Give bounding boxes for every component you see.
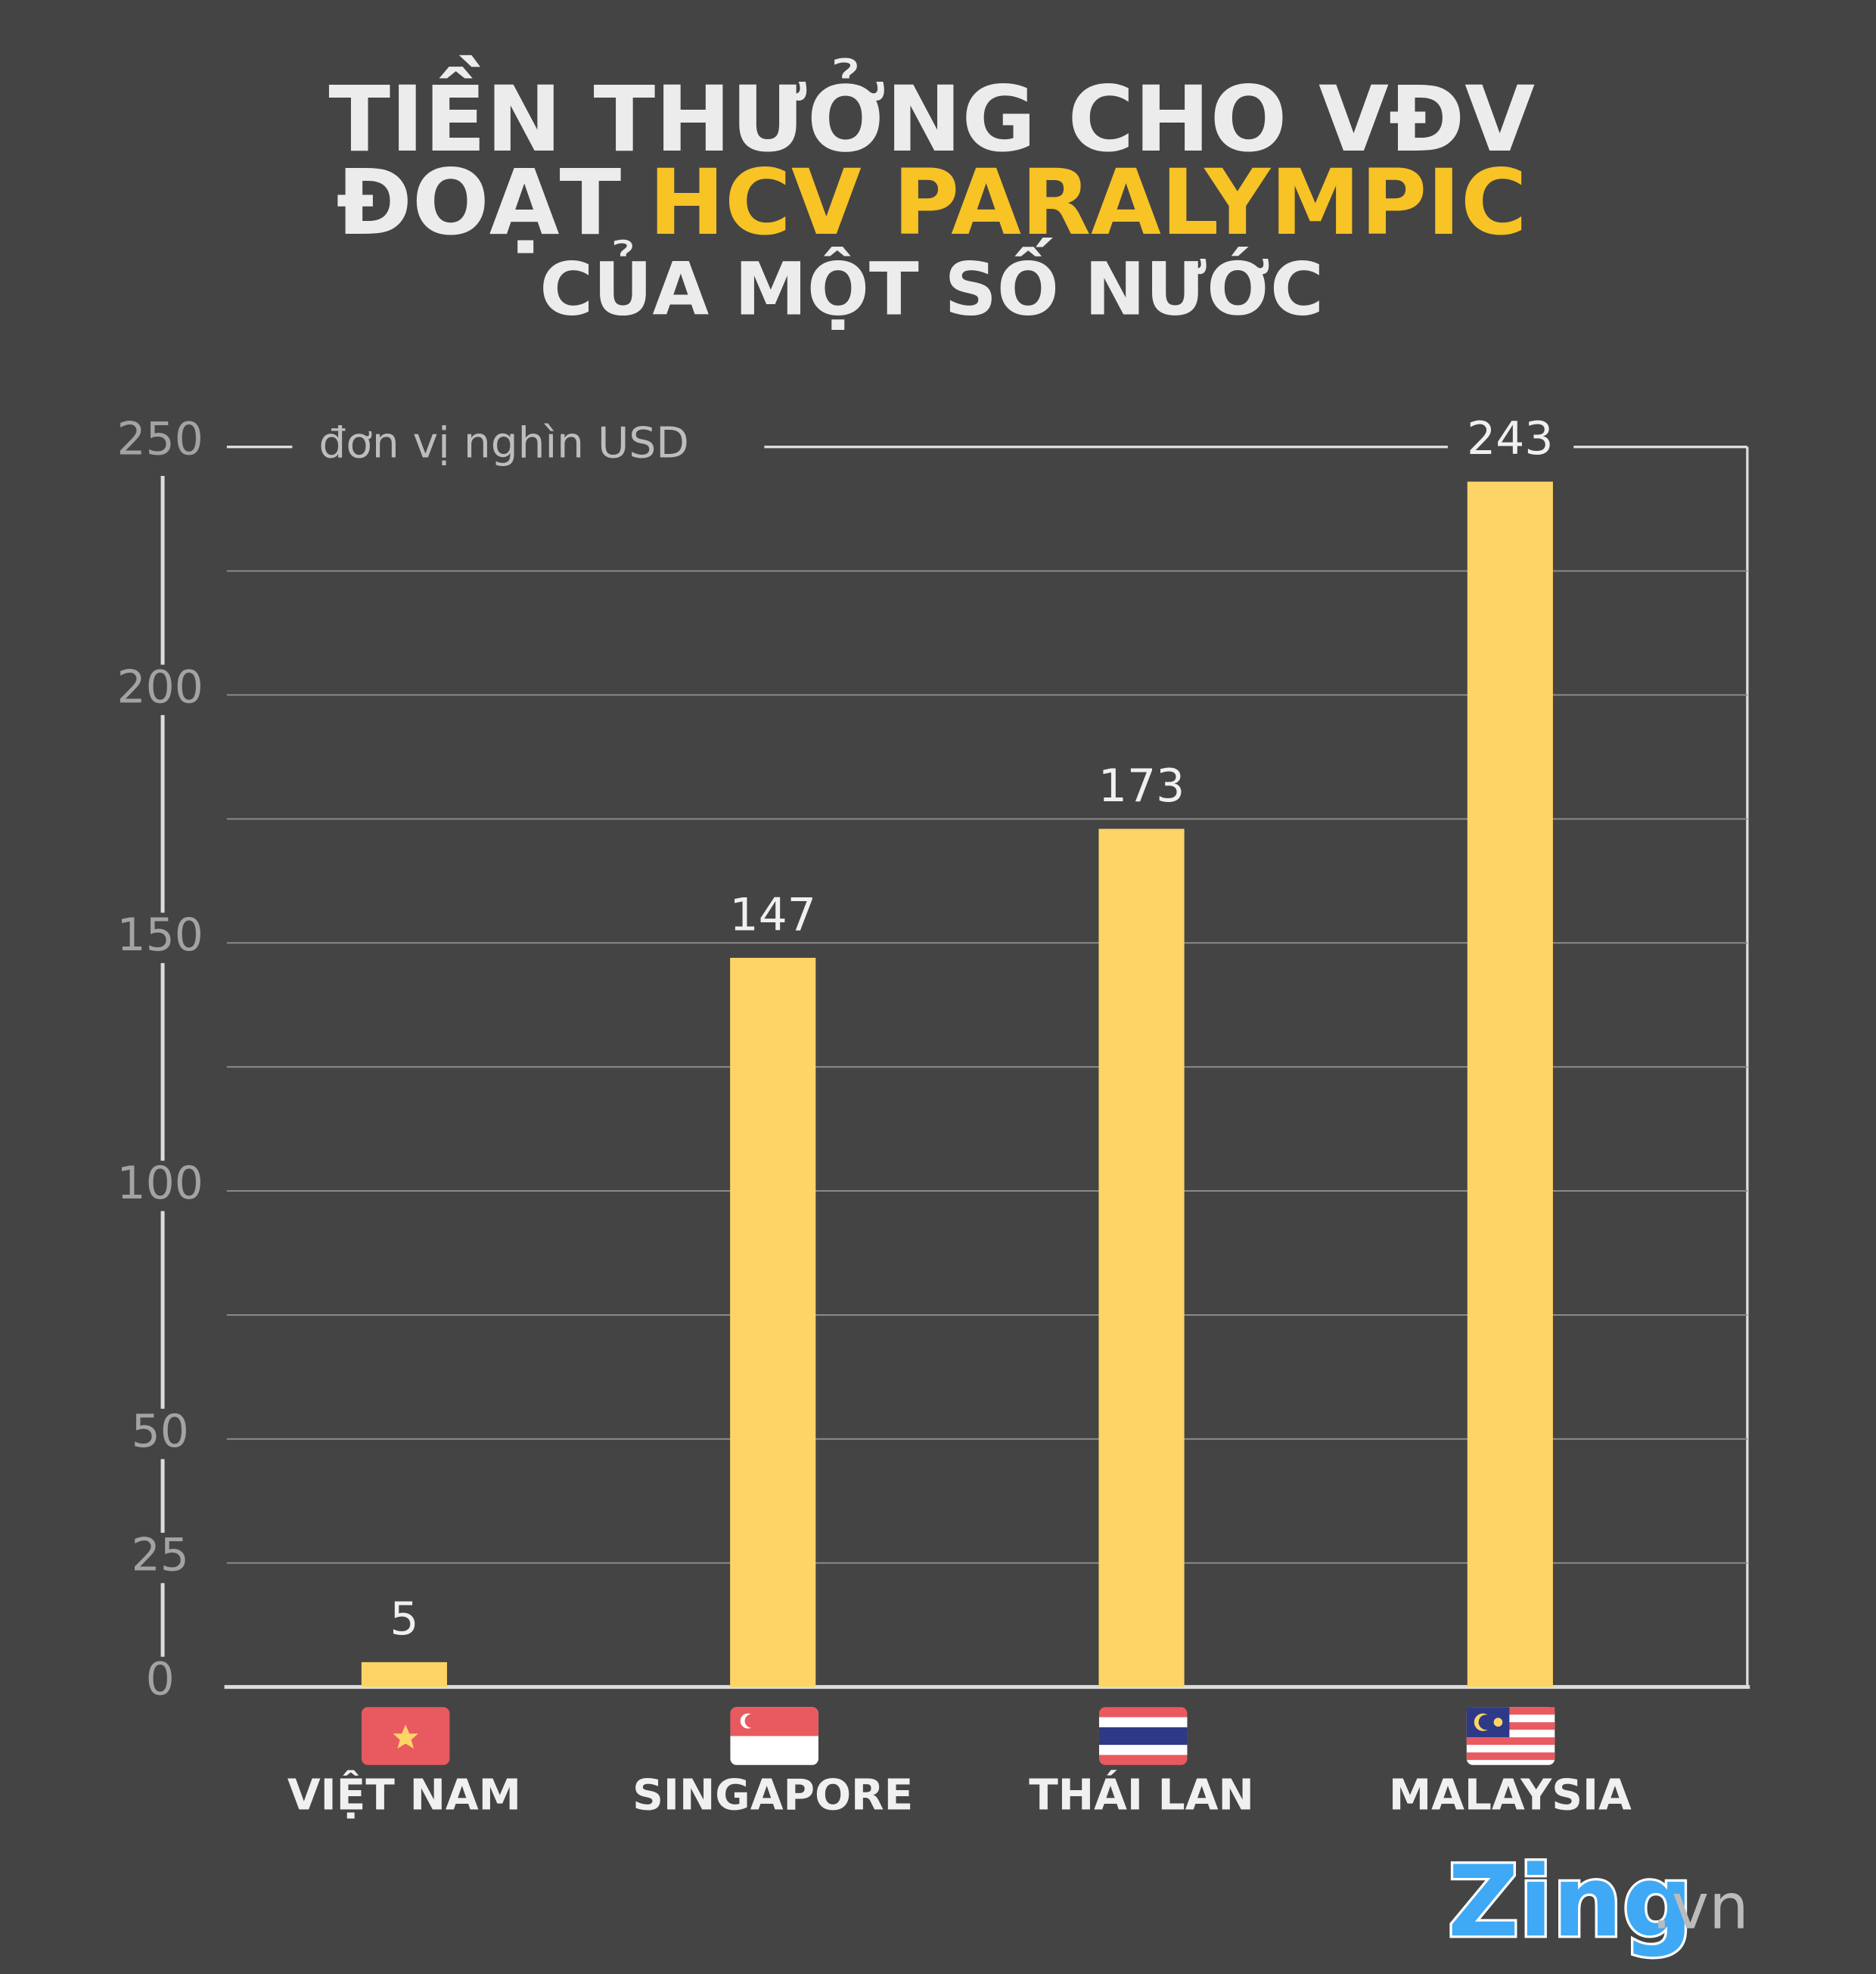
x-tick-label: VIỆT NAM: [287, 1770, 521, 1820]
flag-stripe: [1466, 1707, 1555, 1715]
flag-singapore: [730, 1707, 818, 1765]
value-label: 147: [730, 888, 816, 941]
flag-malaysia: [1466, 1707, 1555, 1765]
tick-label-bg: [106, 1161, 219, 1211]
tick-label-bg: [106, 912, 219, 963]
flag-star: [1493, 1718, 1503, 1727]
title-highlight: HCV PARALYMPIC: [649, 151, 1527, 256]
flag-thailand: [1098, 1707, 1188, 1765]
bar: [361, 1662, 447, 1687]
x-tick-label: SINGAPORE: [632, 1770, 913, 1820]
value-label: 243: [1467, 412, 1553, 465]
y-tick-label: 200: [117, 661, 203, 713]
bar: [730, 957, 816, 1687]
bar: [1098, 828, 1185, 1687]
value-label: 5: [390, 1593, 418, 1646]
chart-title: ĐOẠT HCV PARALYMPIC: [337, 151, 1527, 256]
flag-star: [393, 1724, 418, 1749]
tick-label-bg: [106, 1656, 219, 1708]
y-tick-label: 100: [117, 1157, 203, 1210]
x-tick-label: MALAYSIA: [1389, 1770, 1632, 1820]
bar: [1467, 481, 1553, 1687]
y-tick-label: 25: [132, 1529, 189, 1582]
flag-stripe: [1466, 1752, 1555, 1761]
logo-suffix: .vn: [1651, 1870, 1748, 1944]
title-part: ĐOẠT: [337, 151, 622, 256]
x-tick-label: THÁI LAN: [1029, 1769, 1254, 1820]
tick-label-bg: [106, 416, 219, 468]
chart-subtitle: CỦA MỘT SỐ NƯỚC: [539, 238, 1324, 332]
flag-moon: [1478, 1714, 1494, 1730]
flag-stripe: [1466, 1722, 1555, 1730]
tick-label-bg: [106, 664, 219, 716]
flags: [361, 1707, 1555, 1765]
chart-title: TIỀN THƯỞNG CHO VĐV: [328, 55, 1535, 173]
tick-label-bg: [106, 1408, 219, 1460]
y-tick-label: 250: [117, 413, 203, 466]
flag-stripe: [1466, 1737, 1555, 1746]
flag-band: [1098, 1727, 1188, 1746]
tick-label-bg: [106, 1532, 219, 1584]
y-tick-label: 0: [146, 1653, 175, 1706]
y-tick-label: 50: [132, 1405, 189, 1458]
axis-unit: đơn vị nghìn USD: [318, 418, 689, 468]
flag-moon: [744, 1714, 759, 1728]
value-label: 173: [1098, 760, 1185, 813]
y-tick-label: 150: [117, 909, 203, 962]
logo: Zing: [1448, 1845, 1693, 1959]
flag-vietnam: [361, 1707, 450, 1765]
